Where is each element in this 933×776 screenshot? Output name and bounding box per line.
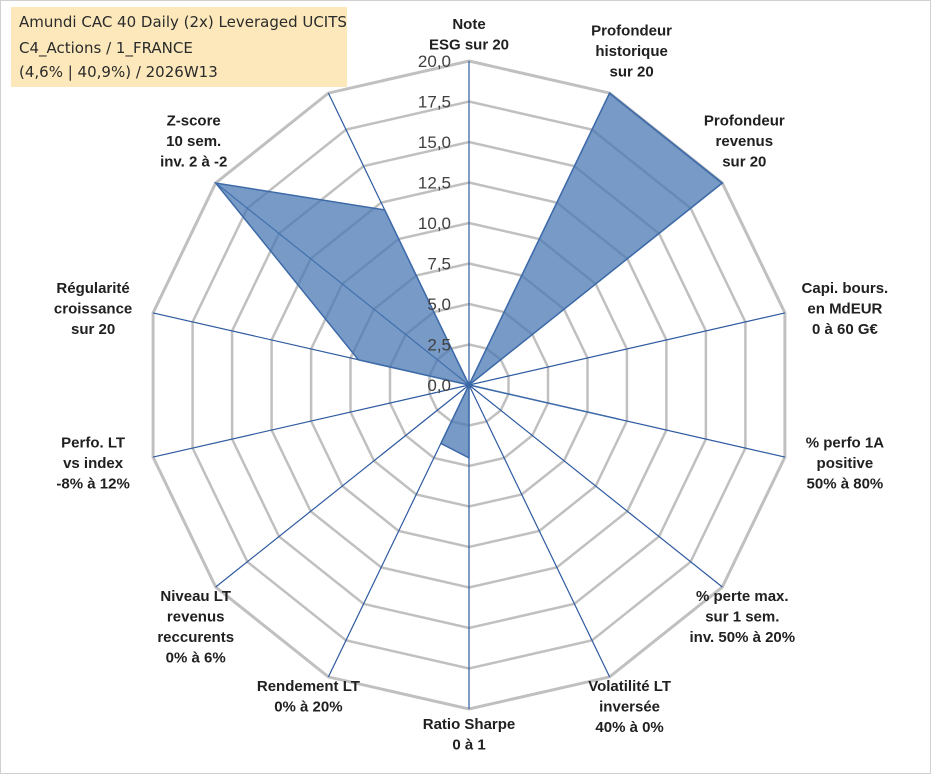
- category-label: Ratio Sharpe 0 à 1: [423, 716, 516, 754]
- category-label-line: inv. 2 à -2: [160, 154, 227, 171]
- axis-spoke: [215, 384, 470, 588]
- category-label-line: inv. 50% à 20%: [689, 629, 795, 646]
- category-label-line: Profondeur: [704, 113, 785, 130]
- category-label: Capi. bours. en MdEUR 0 à 60 G€: [802, 280, 889, 338]
- radial-tick-labels: 0,0 2,5 5,0 7,5 10,0 12,5 15,0 17,5 20,0: [418, 52, 451, 395]
- category-label-line: 0% à 20%: [274, 698, 342, 715]
- category-label-line: ESG sur 20: [429, 37, 509, 54]
- axis-spoke: [468, 384, 723, 588]
- category-label: Profondeur historique sur 20: [591, 23, 672, 81]
- fund-stats: (4,6% | 40,9%) / 2026W13: [19, 63, 218, 81]
- axis-spoke: [152, 384, 470, 458]
- category-label-line: 50% à 80%: [807, 475, 884, 492]
- category-label-line: croissance: [54, 301, 132, 318]
- tick-label: 2,5: [427, 336, 451, 355]
- category-label-line: Ratio Sharpe: [423, 716, 516, 733]
- category-label-line: 0% à 6%: [166, 650, 226, 667]
- tick-label: 12,5: [418, 174, 451, 193]
- category-label-line: -8% à 12%: [56, 475, 129, 492]
- category-label-line: sur 20: [722, 154, 766, 171]
- category-label: Rendement LT 0% à 20%: [257, 678, 360, 716]
- category-label-line: revenus: [167, 609, 225, 626]
- tick-label: 10,0: [418, 214, 451, 233]
- category-label-line: 10 sem.: [166, 133, 221, 150]
- category-label: % perte max. sur 1 sem. inv. 50% à 20%: [689, 588, 795, 646]
- category-label: Z-score 10 sem. inv. 2 à -2: [160, 113, 227, 171]
- tick-label: 15,0: [418, 133, 451, 152]
- category-label-line: Volatilité LT: [588, 678, 671, 695]
- category-label-line: Z-score: [167, 113, 221, 130]
- category-label-line: revenus: [716, 133, 774, 150]
- category-label: Régularité croissance sur 20: [54, 280, 132, 338]
- category-label-line: Niveau LT: [160, 588, 231, 605]
- category-label-line: sur 20: [71, 321, 115, 338]
- category-label-line: en MdEUR: [807, 301, 882, 318]
- category-label: Volatilité LT inversée 40% à 0%: [588, 678, 671, 736]
- category-label: Note ESG sur 20: [429, 16, 509, 54]
- category-label-line: reccurents: [157, 629, 234, 646]
- category-label-line: sur 20: [609, 64, 653, 81]
- tick-label: 20,0: [418, 52, 451, 71]
- category-label-line: 0 à 60 G€: [812, 321, 879, 338]
- radar-series: [213, 91, 724, 460]
- category-label-line: sur 1 sem.: [705, 609, 779, 626]
- axis-spoke: [468, 384, 611, 678]
- tick-label: 17,5: [418, 93, 451, 112]
- category-label-line: % perte max.: [696, 588, 789, 605]
- category-label-line: Capi. bours.: [802, 280, 889, 297]
- category-label-line: vs index: [63, 455, 124, 472]
- category-label-line: Rendement LT: [257, 678, 360, 695]
- axis-spoke: [468, 312, 786, 386]
- category-label-line: Perfo. LT: [61, 434, 125, 451]
- fund-name: Amundi CAC 40 Daily (2x) Leveraged UCITS: [19, 13, 347, 31]
- category-label-line: 40% à 0%: [595, 719, 663, 736]
- category-label: Profondeur revenus sur 20: [704, 113, 785, 171]
- category-label-line: positive: [817, 455, 874, 472]
- category-label-line: 0 à 1: [452, 737, 485, 754]
- tick-label: 0,0: [427, 376, 451, 395]
- tick-label: 7,5: [427, 255, 451, 274]
- category-label-line: inversée: [599, 698, 660, 715]
- fund-category: C4_Actions / 1_FRANCE: [19, 39, 193, 57]
- category-label-line: Note: [452, 16, 485, 33]
- category-label: Perfo. LT vs index -8% à 12%: [56, 434, 129, 492]
- category-label-line: historique: [595, 43, 668, 60]
- fund-info-box: Amundi CAC 40 Daily (2x) Leveraged UCITS…: [11, 7, 347, 87]
- category-label-line: Profondeur: [591, 23, 672, 40]
- category-label: % perfo 1A positive 50% à 80%: [806, 434, 885, 492]
- tick-label: 5,0: [427, 295, 451, 314]
- category-label-line: % perfo 1A: [806, 434, 885, 451]
- category-label-line: Régularité: [56, 280, 129, 297]
- category-label: Niveau LT revenus reccurents 0% à 6%: [157, 588, 234, 667]
